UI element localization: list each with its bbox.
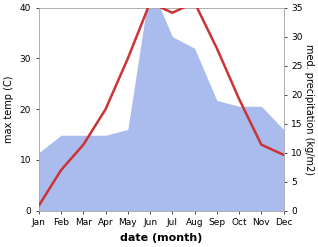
X-axis label: date (month): date (month) <box>120 233 203 243</box>
Y-axis label: med. precipitation (kg/m2): med. precipitation (kg/m2) <box>304 44 314 175</box>
Y-axis label: max temp (C): max temp (C) <box>4 75 14 143</box>
